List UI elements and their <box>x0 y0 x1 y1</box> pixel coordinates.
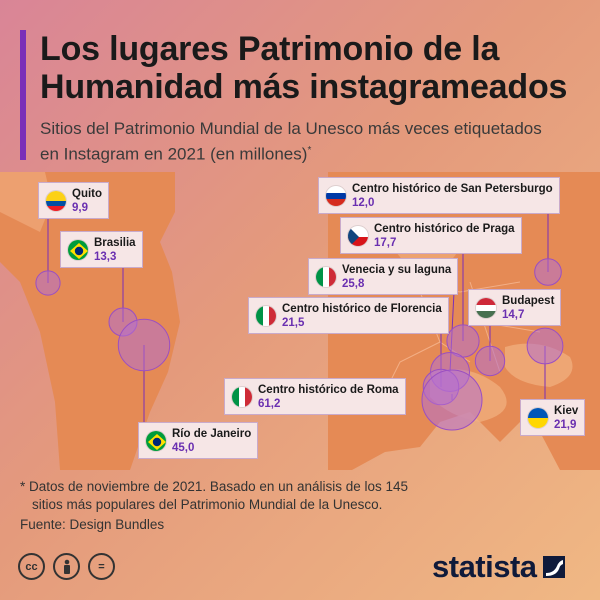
label-8: Budapest 14,7 <box>468 289 562 326</box>
label-text-10: Kiev 21,9 <box>554 404 578 432</box>
bubble-1 <box>35 270 61 296</box>
cc-icon-glyph: cc <box>25 560 38 573</box>
equals-no-derivatives-icon[interactable]: = <box>88 553 115 580</box>
place-name: Quito <box>72 188 103 200</box>
bubble-10 <box>526 327 564 365</box>
label-6: Venecia y su laguna 25,8 <box>308 258 459 295</box>
footnote-line-2: sitios más populares del Patrimonio Mund… <box>32 497 383 512</box>
czechia-flag-icon <box>347 225 369 247</box>
label-9: Centro histórico de Roma 61,2 <box>224 378 406 415</box>
label-text-6: Venecia y su laguna 25,8 <box>342 263 451 291</box>
place-name: Kiev <box>554 405 579 417</box>
place-name: Centro histórico de Florencia <box>282 303 442 315</box>
place-value: 25,8 <box>342 278 365 290</box>
label-text-9: Centro histórico de Roma 61,2 <box>258 383 399 411</box>
bubble-8 <box>474 345 506 377</box>
place-name: Centro histórico de Praga <box>374 223 515 235</box>
label-text-7: Centro histórico de Florencia 21,5 <box>282 302 442 330</box>
place-value: 9,9 <box>72 202 88 214</box>
label-text-1: Quito 9,9 <box>72 187 102 215</box>
place-value: 21,9 <box>554 419 577 431</box>
label-2: Brasilia 13,3 <box>60 231 143 268</box>
subtitle-text: Sitios del Patrimonio Mundial de la Unes… <box>40 119 542 164</box>
label-3: Río de Janeiro 45,0 <box>138 422 259 459</box>
cc-icon[interactable]: cc <box>18 553 45 580</box>
brazil-flag-icon <box>145 430 167 452</box>
hungary-flag-icon <box>475 297 497 319</box>
place-value: 12,0 <box>352 197 375 209</box>
subtitle-footnote-mark: * <box>307 145 312 156</box>
bubble-9 <box>421 369 483 431</box>
russia-flag-icon <box>325 185 347 207</box>
place-name: Centro histórico de San Petersburgo <box>352 183 553 195</box>
place-value: 14,7 <box>502 309 525 321</box>
place-name: Venecia y su laguna <box>342 264 452 276</box>
label-text-8: Budapest 14,7 <box>502 294 554 322</box>
place-value: 61,2 <box>258 398 281 410</box>
label-text-5: Centro histórico de Praga 17,7 <box>374 222 515 250</box>
license-icons: cc = <box>18 553 115 580</box>
label-1: Quito 9,9 <box>38 182 110 219</box>
italy-flag-icon <box>255 305 277 327</box>
place-name: Budapest <box>502 295 555 307</box>
place-value: 17,7 <box>374 237 397 249</box>
title-accent-bar <box>20 30 26 160</box>
label-10: Kiev 21,9 <box>520 399 586 436</box>
statista-logo-mark-icon <box>542 556 565 578</box>
ukraine-flag-icon <box>527 407 549 429</box>
italy-flag-icon <box>315 266 337 288</box>
place-name: Brasilia <box>94 237 136 249</box>
bubbles-layer <box>35 258 564 431</box>
place-value: 13,3 <box>94 251 117 263</box>
label-text-4: Centro histórico de San Petersburgo 12,0 <box>352 182 553 210</box>
place-name: Río de Janeiro <box>172 428 252 440</box>
ecuador-flag-icon <box>45 190 67 212</box>
bubble-3 <box>117 318 171 372</box>
place-name: Centro histórico de Roma <box>258 384 399 396</box>
chart-title: Los lugares Patrimonio de la Humanidad m… <box>40 30 568 106</box>
label-7: Centro histórico de Florencia 21,5 <box>248 297 449 334</box>
label-5: Centro histórico de Praga 17,7 <box>340 217 522 254</box>
equals-glyph: = <box>98 560 105 573</box>
chart-subtitle: Sitios del Patrimonio Mundial de la Unes… <box>40 118 560 166</box>
footnote-line-1: * Datos de noviembre de 2021. Basado en … <box>20 479 409 494</box>
italy-flag-icon <box>231 386 253 408</box>
person-attribution-icon[interactable] <box>53 553 80 580</box>
label-4: Centro histórico de San Petersburgo 12,0 <box>318 177 560 214</box>
brand-wordmark: statista <box>432 549 537 584</box>
brazil-flag-icon <box>67 239 89 261</box>
statista-logo[interactable]: statista <box>432 549 565 585</box>
label-text-3: Río de Janeiro 45,0 <box>172 427 251 455</box>
footnote: * Datos de noviembre de 2021. Basado en … <box>20 478 540 514</box>
source-text: Fuente: Design Bundles <box>20 517 165 532</box>
place-value: 21,5 <box>282 317 305 329</box>
bubble-4 <box>534 258 562 286</box>
label-text-2: Brasilia 13,3 <box>94 236 136 264</box>
place-value: 45,0 <box>172 442 195 454</box>
